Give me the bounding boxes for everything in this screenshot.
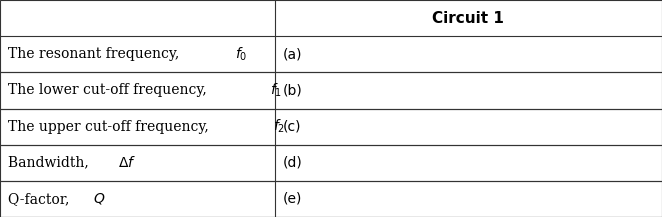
Text: (d): (d) xyxy=(283,156,303,170)
Text: Q-factor,: Q-factor, xyxy=(8,192,73,206)
Text: Bandwidth,: Bandwidth, xyxy=(8,156,93,170)
Text: (a): (a) xyxy=(283,47,302,61)
Text: (b): (b) xyxy=(283,83,303,97)
Text: (e): (e) xyxy=(283,192,302,206)
Text: Circuit 1: Circuit 1 xyxy=(432,11,504,26)
Text: $Q$: $Q$ xyxy=(93,191,105,206)
Text: $f_0$: $f_0$ xyxy=(234,46,247,63)
Text: (c): (c) xyxy=(283,120,301,134)
Text: The resonant frequency,: The resonant frequency, xyxy=(8,47,183,61)
Text: $f_1$: $f_1$ xyxy=(270,82,282,99)
Text: The lower cut-off frequency,: The lower cut-off frequency, xyxy=(8,83,211,97)
Text: The upper cut-off frequency,: The upper cut-off frequency, xyxy=(8,120,213,134)
Text: $f_2$: $f_2$ xyxy=(273,118,285,135)
Text: $\Delta f$: $\Delta f$ xyxy=(118,155,136,170)
